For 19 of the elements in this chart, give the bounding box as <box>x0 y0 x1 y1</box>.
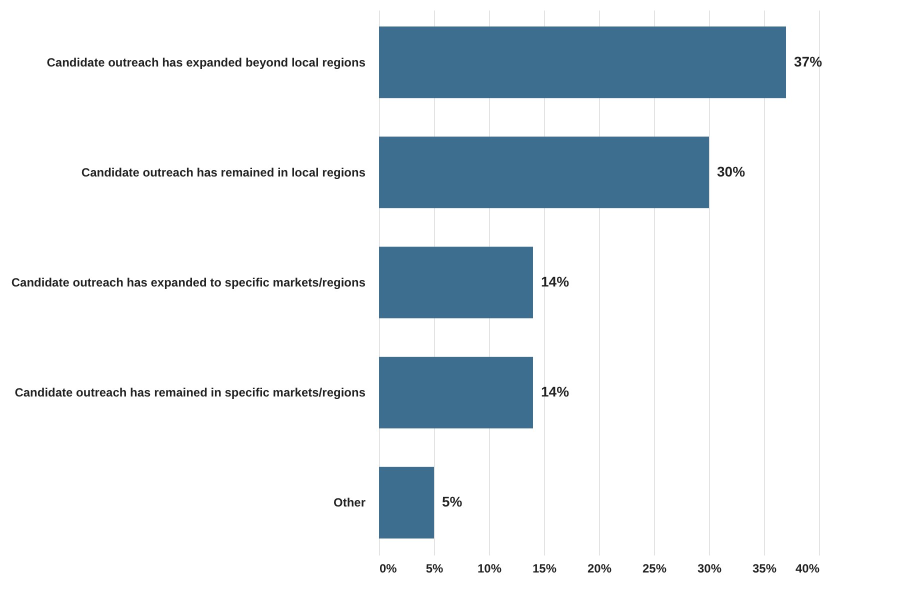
y-tick-label: Candidate outreach has remained in local regions <box>81 165 366 180</box>
x-tick-label: 20% <box>587 562 612 576</box>
x-tick-label: 10% <box>477 562 502 576</box>
y-tick-label: Candidate outreach has expanded to specific markets/regions <box>11 276 366 290</box>
x-tick-label: 35% <box>752 562 777 576</box>
data-label: 14% <box>541 384 570 400</box>
y-tick-label: Candidate outreach has remained in specific markets/regions <box>14 386 366 400</box>
x-tick-label: 0% <box>380 562 398 576</box>
x-tick-label: 5% <box>426 562 444 576</box>
data-label: 37% <box>794 53 823 70</box>
y-tick-label: Other <box>333 496 366 510</box>
y-tick-label: Candidate outreach has expanded beyond local regions <box>46 55 366 70</box>
x-tick-label: 30% <box>697 562 722 576</box>
data-label: 14% <box>541 274 570 290</box>
x-tick-label: 15% <box>532 562 557 576</box>
x-tick-label: 25% <box>642 562 667 576</box>
data-label: 30% <box>717 163 746 180</box>
data-label: 5% <box>442 494 463 510</box>
x-tick-label: 40% <box>795 562 820 576</box>
